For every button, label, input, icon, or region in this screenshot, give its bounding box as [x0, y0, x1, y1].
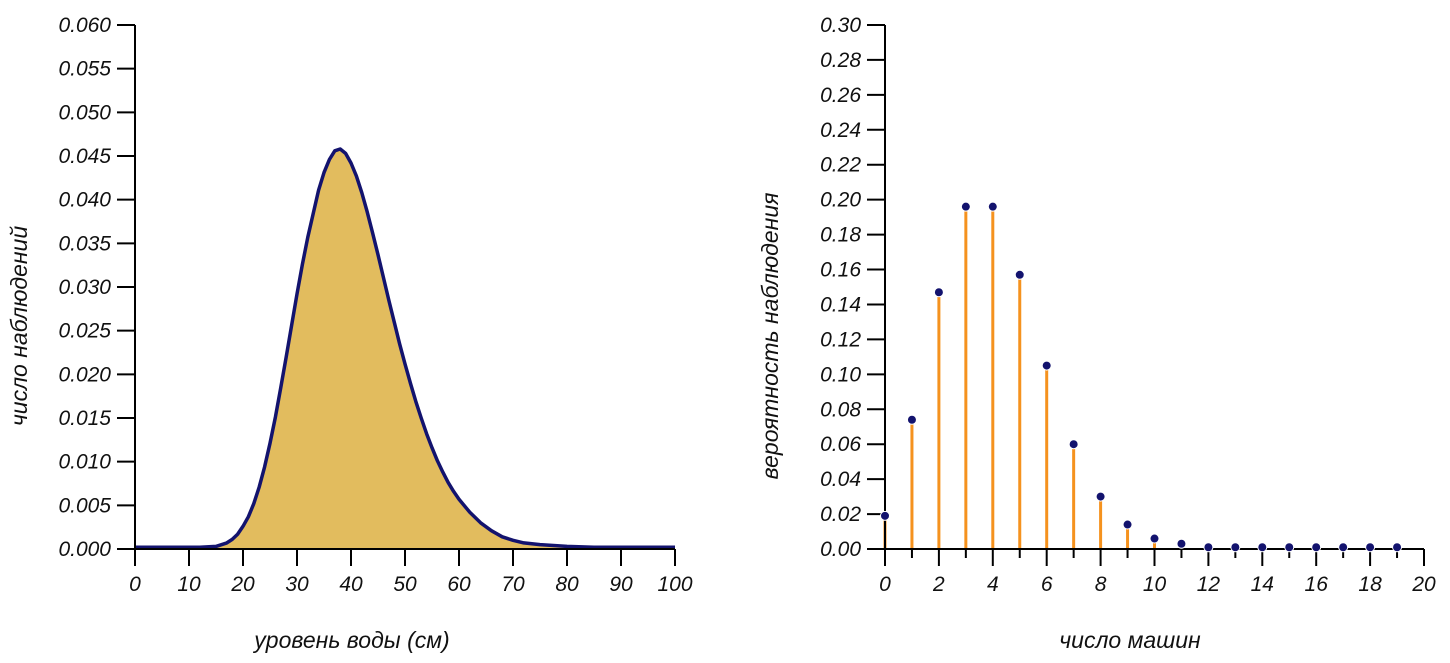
left-x-tick-label: 70 [501, 573, 525, 596]
left-x-tick-label: 50 [393, 573, 417, 596]
left-y-tick-label: 0.045 [58, 145, 111, 168]
right-y-tick-label: 0.24 [820, 119, 861, 142]
probability-point [933, 287, 944, 298]
left-y-tick-label: 0.025 [58, 320, 111, 343]
probability-points [880, 201, 1403, 553]
right-y-tick-label: 0.22 [820, 154, 861, 177]
probability-point [1041, 360, 1052, 371]
right-x-tick-label: 12 [1197, 573, 1221, 596]
left-x-tick-label: 20 [230, 573, 255, 596]
left-y-axis-title: число наблюдений [6, 226, 32, 426]
left-x-tick-label: 30 [285, 573, 309, 596]
probability-point [1257, 542, 1268, 553]
right-y-tick-label: 0.26 [820, 84, 861, 107]
right-y-tick-label: 0.00 [820, 538, 861, 561]
probability-point [1284, 542, 1295, 553]
left-x-axis: 0 10 20 30 40 50 60 70 80 90 100 [129, 548, 693, 596]
left-y-tick-label: 0.055 [58, 58, 111, 81]
right-x-tick-label: 20 [1411, 573, 1436, 596]
left-x-tick-label: 40 [339, 573, 363, 596]
right-y-tick-label: 0.14 [820, 293, 861, 316]
right-y-tick-label: 0.02 [820, 503, 861, 526]
probability-point [1311, 542, 1322, 553]
left-x-tick-label: 100 [657, 573, 692, 596]
probability-point [1149, 533, 1160, 544]
left-y-tick-label: 0.050 [58, 101, 111, 124]
right-y-tick-label: 0.06 [820, 433, 861, 456]
right-x-axis: 0 2 4 6 8 10 12 14 16 18 20 [879, 548, 1436, 596]
right-y-tick-label: 0.20 [820, 189, 861, 212]
probability-point [960, 201, 971, 212]
left-x-tick-label: 60 [447, 573, 471, 596]
right-x-axis-title: число машин [1059, 627, 1201, 653]
right-x-tick-label: 14 [1251, 573, 1274, 596]
probability-point [1365, 542, 1376, 553]
left-x-tick-label: 90 [609, 573, 633, 596]
density-fill [135, 149, 675, 549]
probability-point [1068, 439, 1079, 450]
probability-point [1203, 542, 1214, 553]
left-y-tick-label: 0.000 [58, 538, 111, 561]
left-y-tick-label: 0.040 [58, 189, 111, 212]
right-y-tick-label: 0.28 [820, 49, 861, 72]
left-y-axis: 0.000 0.005 0.010 0.015 0.020 0.025 0.030 0.035… [58, 14, 136, 561]
left-y-tick-label: 0.020 [58, 363, 111, 386]
right-x-tick-label: 4 [987, 573, 999, 596]
probability-point [1095, 491, 1106, 502]
right-y-tick-label: 0.12 [820, 328, 861, 351]
cars-probability-chart: 0.00 0.02 0.04 0.06 0.08 0.10 0.12 0.14 0.16 0.18… [757, 14, 1436, 653]
right-y-tick-label: 0.10 [820, 363, 861, 386]
probability-point [1176, 538, 1187, 549]
probability-point [1338, 542, 1349, 553]
left-y-tick-label: 0.005 [58, 494, 111, 517]
left-x-tick-label: 10 [177, 573, 201, 596]
water-level-density-chart: 0.000 0.005 0.010 0.015 0.020 0.025 0.030 0.035… [6, 14, 693, 653]
right-y-tick-label: 0.16 [820, 259, 861, 282]
right-x-tick-label: 16 [1305, 573, 1329, 596]
right-x-tick-label: 6 [1041, 573, 1053, 596]
left-y-tick-label: 0.030 [58, 276, 111, 299]
right-y-tick-label: 0.08 [820, 398, 861, 421]
probability-point [1230, 542, 1241, 553]
left-y-tick-label: 0.060 [58, 14, 111, 37]
right-x-tick-label: 18 [1358, 573, 1382, 596]
density-area [135, 147, 675, 550]
probability-point [987, 201, 998, 212]
right-y-tick-label: 0.04 [820, 468, 861, 491]
probability-point [1122, 519, 1133, 530]
left-y-tick-label: 0.015 [58, 407, 111, 430]
right-x-tick-label: 10 [1143, 573, 1167, 596]
right-y-tick-label: 0.30 [820, 14, 861, 37]
probability-point [1392, 542, 1403, 553]
right-y-tick-label: 0.18 [820, 224, 861, 247]
probability-stems [883, 206, 1399, 549]
probability-point [906, 414, 917, 425]
right-y-axis: 0.00 0.02 0.04 0.06 0.08 0.10 0.12 0.14 0.16 0.18… [820, 14, 886, 561]
left-x-tick-label: 80 [555, 573, 579, 596]
left-y-tick-label: 0.010 [58, 451, 111, 474]
density-curve [135, 147, 675, 550]
right-x-tick-label: 2 [932, 573, 945, 596]
right-y-axis-title: вероятность наблюдения [757, 193, 783, 480]
right-x-tick-label: 0 [879, 573, 891, 596]
left-y-tick-label: 0.035 [58, 232, 111, 255]
left-x-axis-title: уровень воды (см) [252, 627, 449, 653]
right-x-tick-label: 8 [1095, 573, 1107, 596]
probability-point [1014, 269, 1025, 280]
probability-point [880, 510, 890, 521]
left-x-tick-label: 0 [129, 573, 141, 596]
